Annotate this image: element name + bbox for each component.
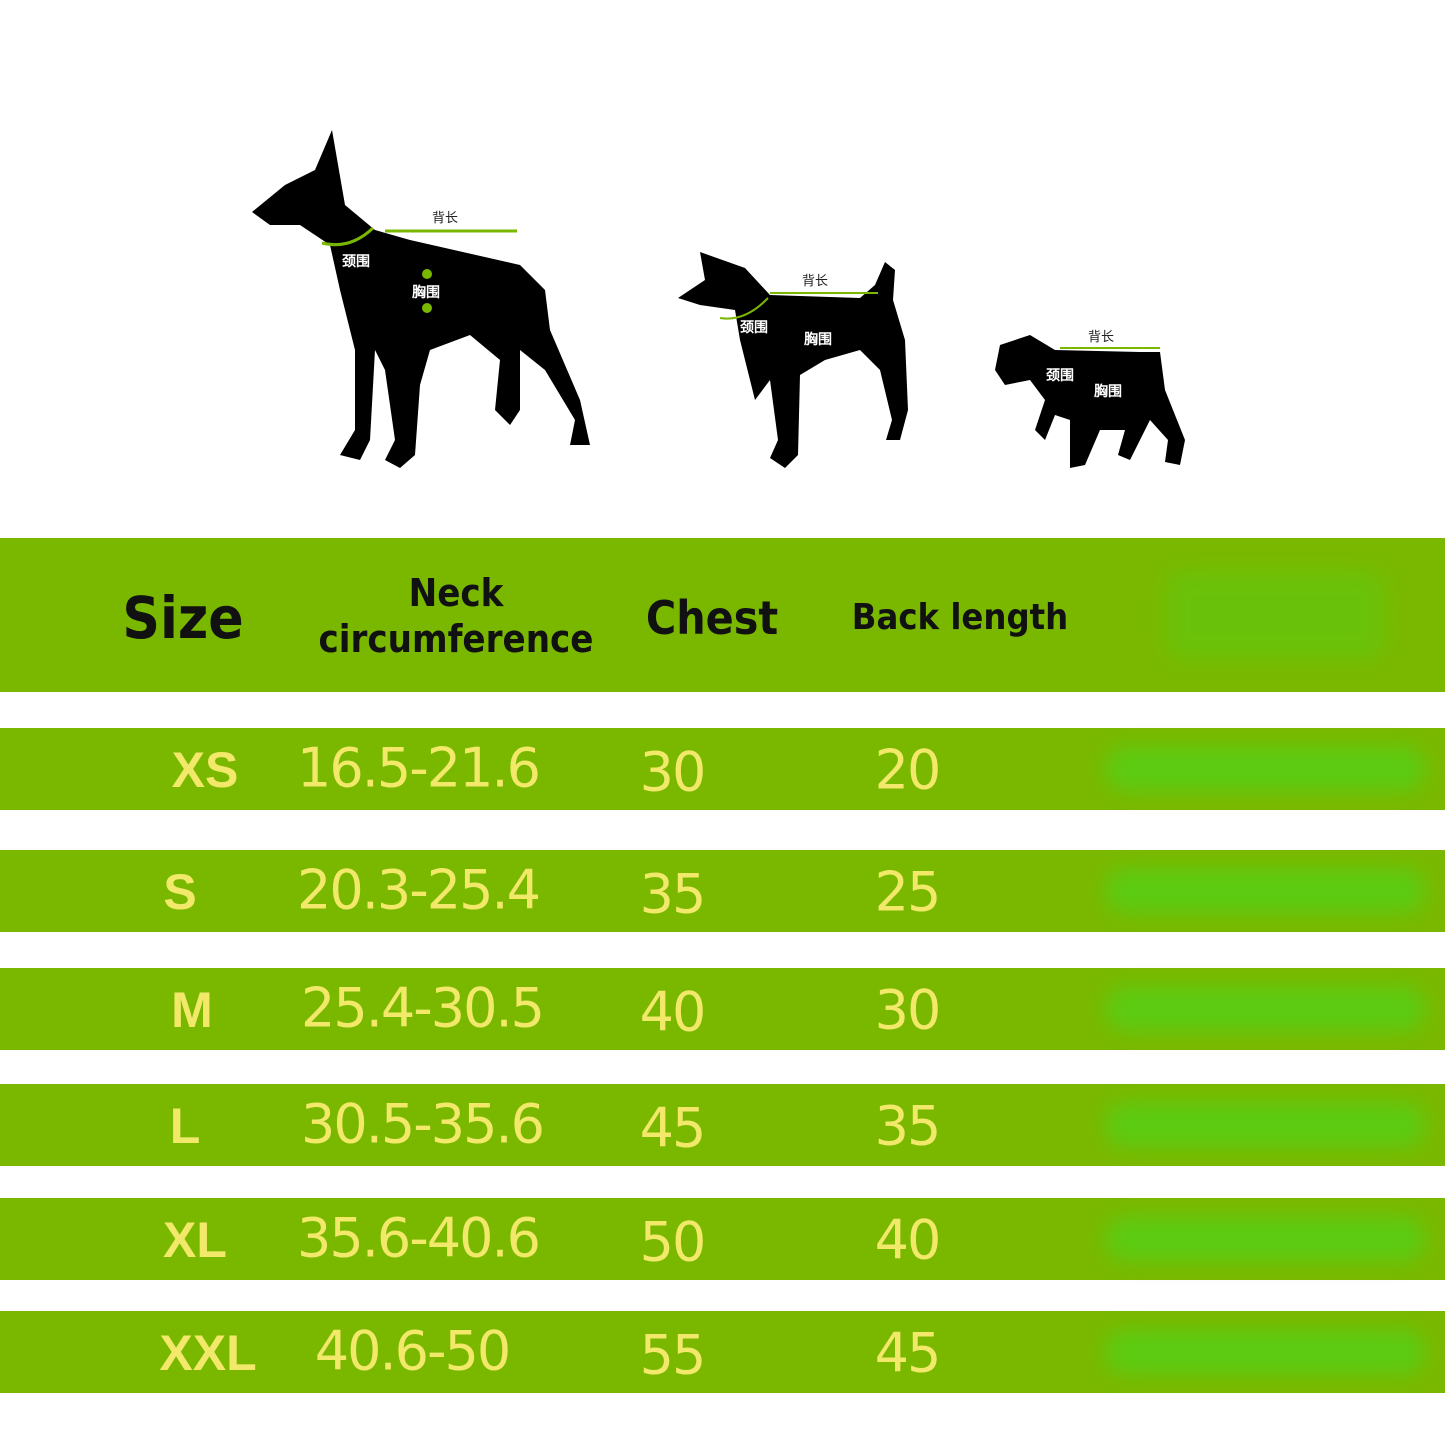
table-row: XS 16.5-21.6 30 20: [0, 728, 1445, 810]
blurred-region: [1105, 1103, 1425, 1147]
back-length-cell: 25: [874, 860, 942, 924]
small-dog-silhouette: 背长 颈围 胸围: [995, 330, 1185, 468]
table-row: S 20.3-25.4 35 25: [0, 850, 1445, 932]
size-cell: M: [171, 982, 213, 1038]
chest-cell: 30: [639, 740, 707, 804]
neck-label: 颈围: [739, 320, 768, 336]
blurred-region: [1105, 1217, 1425, 1261]
neck-label: 颈围: [341, 254, 370, 270]
size-cell: XXL: [159, 1325, 257, 1381]
chest-cell: 35: [639, 862, 707, 926]
table-row: XL 35.6-40.6 50 40: [0, 1198, 1445, 1280]
blurred-region: [1105, 869, 1425, 913]
back-length-cell: 30: [874, 978, 942, 1042]
size-cell: XL: [163, 1212, 227, 1268]
chest-cell: 45: [639, 1096, 707, 1160]
chest-cell: 40: [639, 980, 707, 1044]
blurred-region: [1105, 747, 1425, 791]
header-chest: Chest: [645, 591, 779, 645]
table-row: M 25.4-30.5 40 30: [0, 968, 1445, 1050]
large-dog-silhouette: 背长 颈围 胸围: [252, 130, 590, 468]
chest-cell: 50: [639, 1210, 707, 1274]
medium-dog-silhouette: 背长 颈围 胸围: [678, 252, 908, 468]
size-cell: L: [169, 1098, 201, 1154]
blurred-region: [1105, 987, 1425, 1031]
neck-cell: 16.5-21.6: [297, 736, 541, 800]
chest-cell: 55: [639, 1323, 707, 1387]
neck-cell: 35.6-40.6: [297, 1206, 541, 1270]
neck-cell: 40.6-50: [314, 1319, 511, 1383]
dog-measurement-illustration: 背长 颈围 胸围 背长 颈围 胸围 背长 颈围 胸围: [252, 130, 1185, 468]
header-size: Size: [122, 584, 244, 652]
back-length-cell: 35: [874, 1094, 942, 1158]
header-neck-line1: Neck: [408, 571, 504, 615]
neck-cell: 25.4-30.5: [301, 976, 545, 1040]
header-neck: Neck circumference: [319, 570, 594, 662]
table-row: XXL 40.6-50 55 45: [0, 1311, 1445, 1393]
header-neck-line2: circumference: [318, 617, 594, 661]
table-row: L 30.5-35.6 45 35: [0, 1084, 1445, 1166]
back-length-label: 背长: [802, 274, 828, 289]
table-header: Size Neck circumference Chest Back lengt…: [0, 538, 1445, 692]
chest-label: 胸围: [804, 331, 832, 348]
neck-cell: 30.5-35.6: [301, 1092, 545, 1156]
neck-cell: 20.3-25.4: [297, 858, 541, 922]
size-cell: S: [163, 864, 197, 920]
back-length-cell: 45: [874, 1321, 942, 1385]
back-length-cell: 20: [874, 738, 942, 802]
chest-label: 胸围: [412, 284, 440, 301]
header-back-length: Back length: [851, 597, 1069, 638]
neck-label: 颈围: [1045, 368, 1074, 384]
back-length-label: 背长: [432, 211, 458, 226]
chest-label: 胸围: [1094, 383, 1122, 400]
back-length-cell: 40: [874, 1208, 942, 1272]
back-length-label: 背长: [1088, 330, 1114, 345]
blurred-region: [1105, 1330, 1425, 1374]
size-cell: XS: [171, 742, 239, 798]
